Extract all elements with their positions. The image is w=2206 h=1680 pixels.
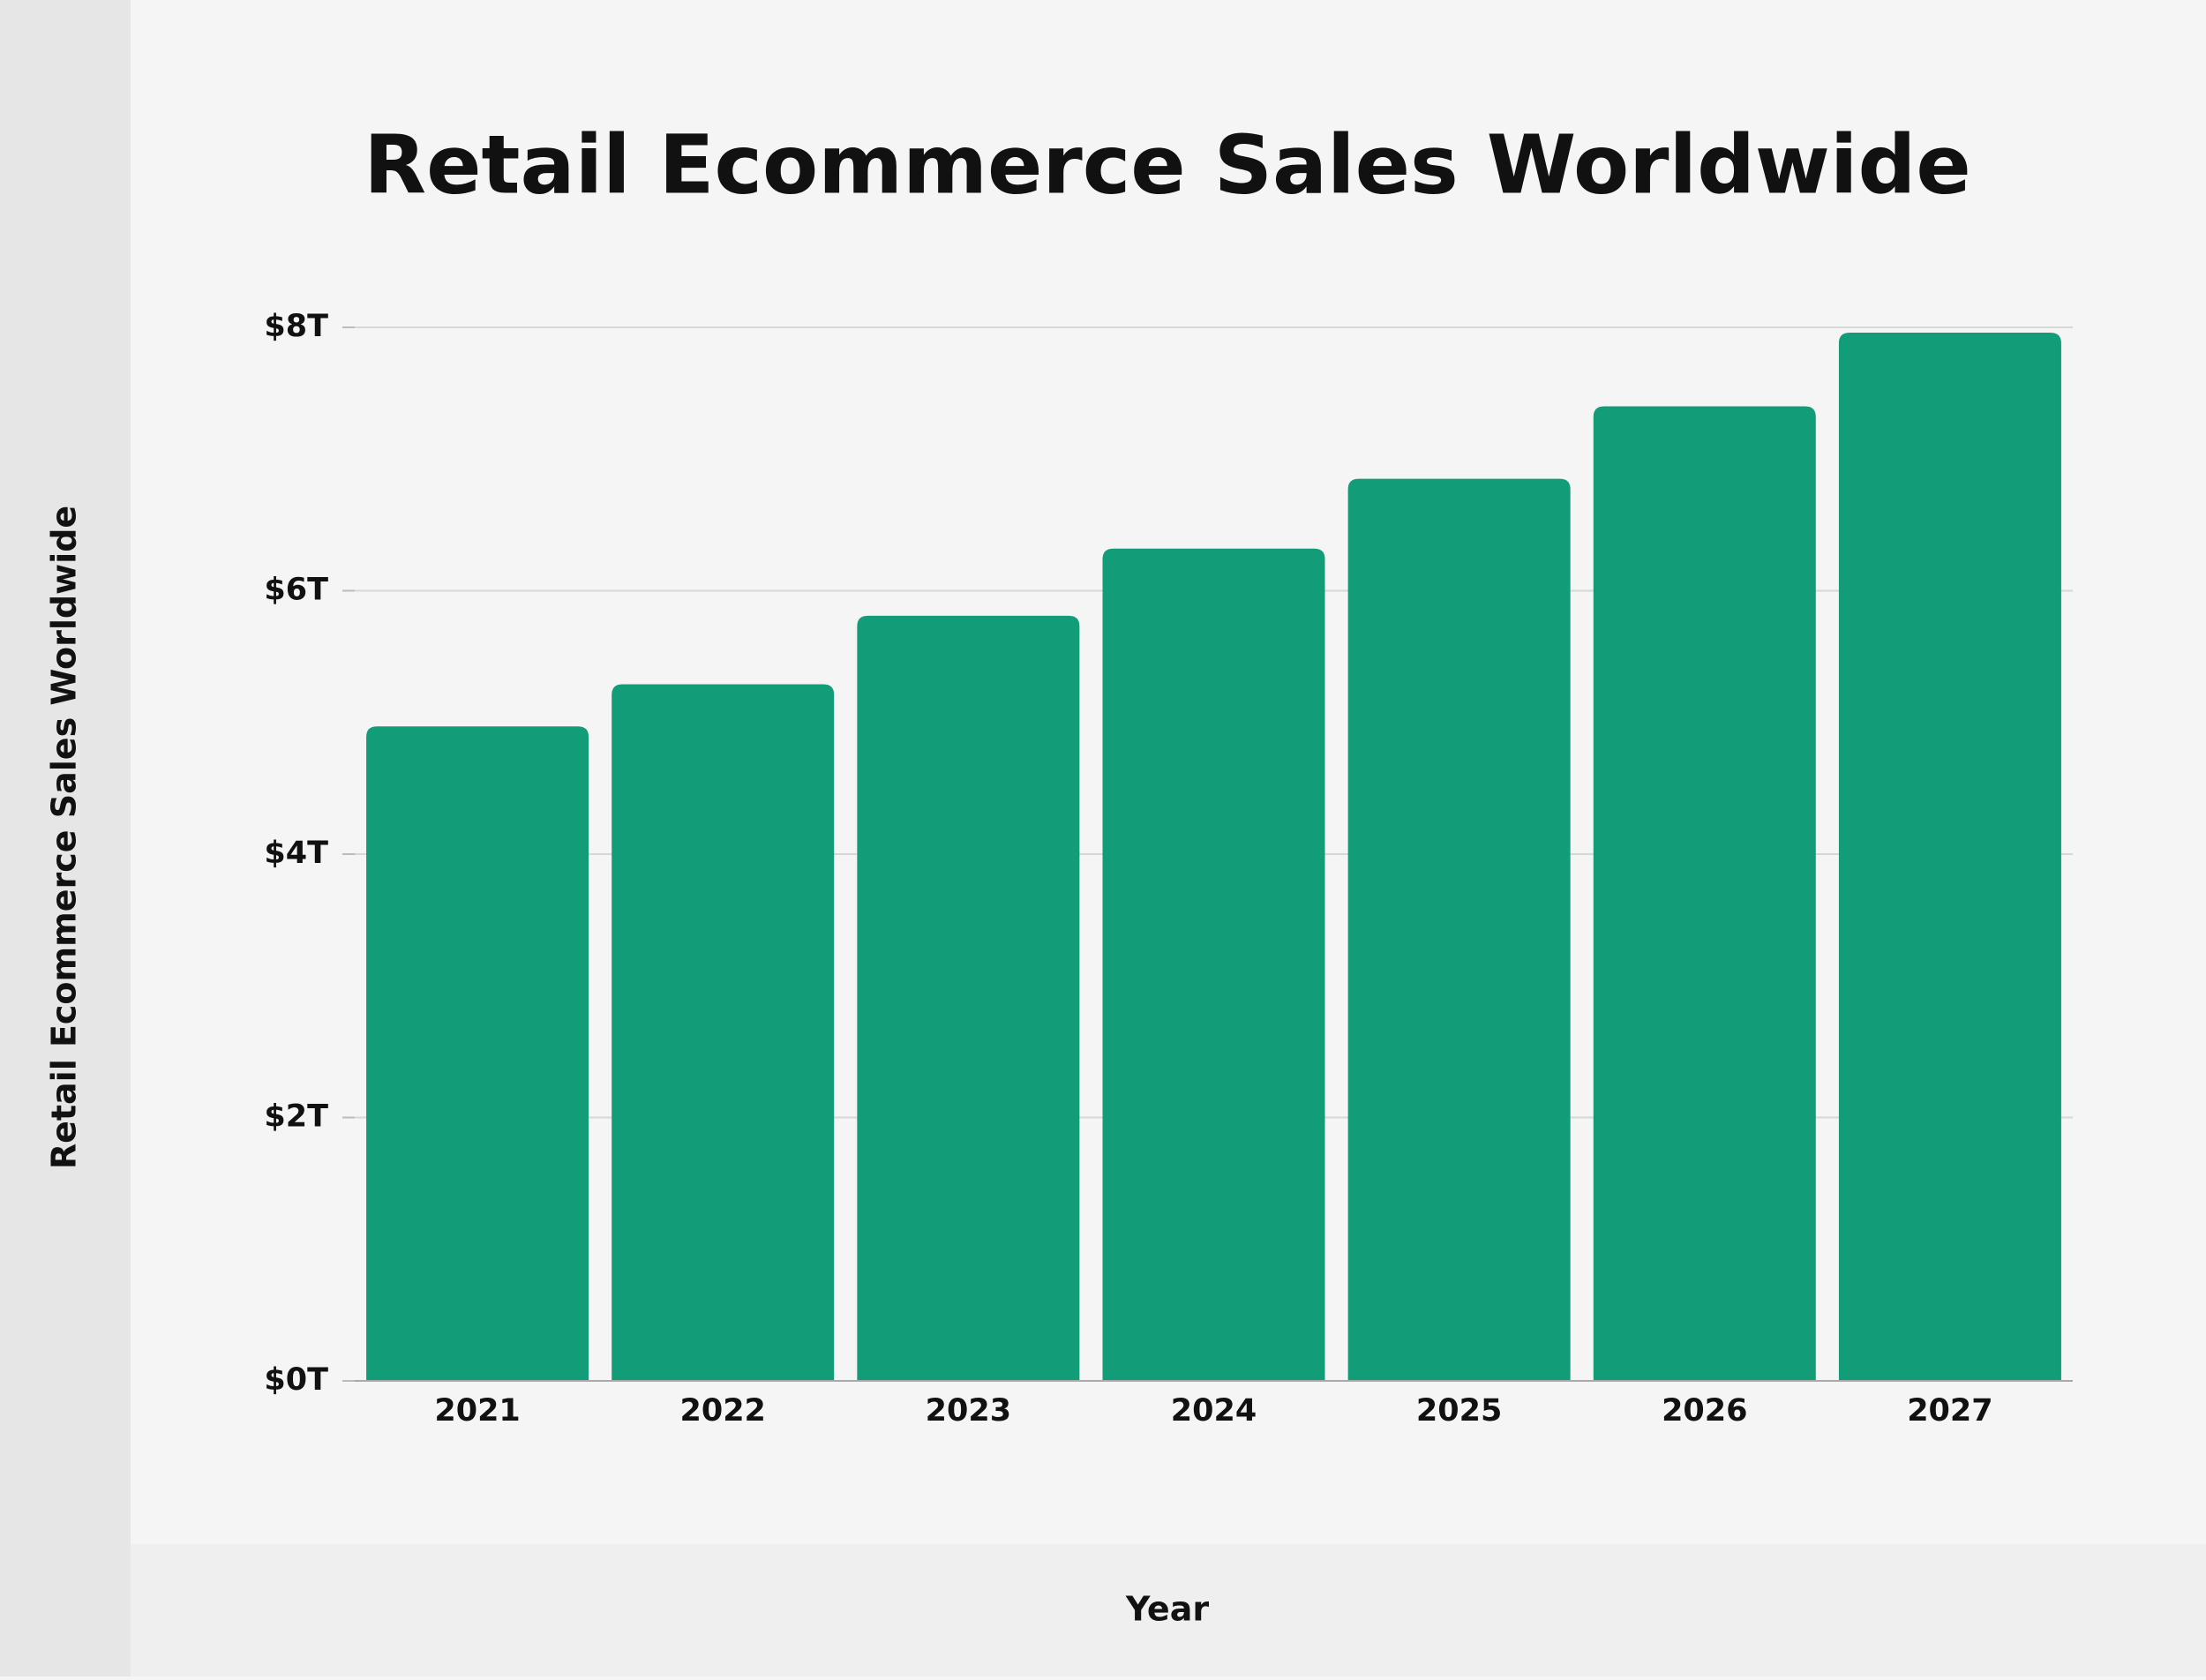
bar xyxy=(366,726,589,1381)
x-tick-label: 2026 xyxy=(1662,1393,1747,1429)
side-panel xyxy=(0,0,131,1676)
chart-title: Retail Ecommerce Sales Worldwide xyxy=(364,117,1970,212)
x-tick-label: 2022 xyxy=(680,1393,766,1429)
x-tick-label: 2025 xyxy=(1416,1393,1502,1429)
bottom-panel xyxy=(131,1544,2206,1676)
bar xyxy=(1102,548,1325,1381)
bar xyxy=(1347,478,1571,1381)
x-axis-label: Year xyxy=(1125,1590,1209,1629)
bar xyxy=(1593,406,1816,1381)
bar xyxy=(612,684,835,1381)
y-tick-label: $6T xyxy=(264,573,328,608)
y-axis-label: Retail Ecommerce Sales Worldwide xyxy=(45,506,84,1169)
x-tick-label: 2024 xyxy=(1171,1393,1257,1429)
y-tick-label: $4T xyxy=(264,836,328,871)
bar xyxy=(857,615,1080,1381)
bar xyxy=(1838,332,2061,1382)
y-tick-label: $8T xyxy=(264,309,328,344)
y-tick-label: $0T xyxy=(264,1362,328,1398)
y-tick-label: $2T xyxy=(264,1099,328,1135)
x-tick-label: 2023 xyxy=(926,1393,1011,1429)
x-tick-label: 2021 xyxy=(434,1393,520,1429)
x-tick-label: 2027 xyxy=(1907,1393,1992,1429)
